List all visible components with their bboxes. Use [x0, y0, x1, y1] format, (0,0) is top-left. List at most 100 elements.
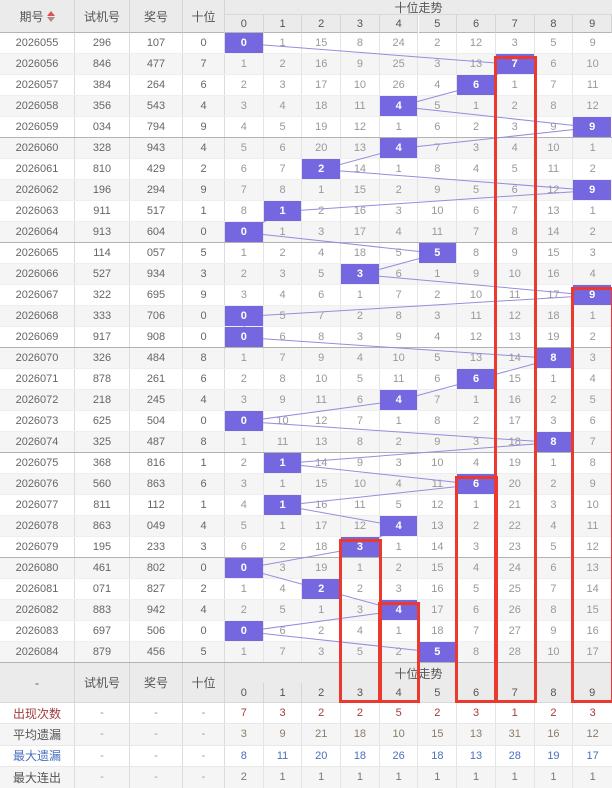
- miss-count-cell: 1: [341, 558, 380, 578]
- miss-count-cell: 6: [419, 117, 458, 137]
- miss-count-cell: 4: [419, 75, 458, 95]
- table-row: 2026072 218 245 4 3 9 11 6 7 1 16 2 5: [0, 390, 612, 411]
- miss-count-cell: 13: [457, 54, 496, 74]
- miss-count-cell: 2: [535, 474, 574, 494]
- prize-cell: 706: [130, 306, 183, 326]
- miss-count-cell: 6: [535, 558, 574, 578]
- miss-count-cell: 16: [586, 625, 599, 637]
- miss-count-cell: 8: [380, 306, 419, 326]
- test-cell: 811: [75, 495, 130, 515]
- digit-header-5: 5: [418, 15, 458, 33]
- table-row: 2026084 879 456 5 1 7 3 5 2 8 28 10 17: [0, 642, 612, 663]
- tens-cell: 1: [183, 453, 225, 473]
- prize-cell: 429: [130, 159, 183, 179]
- miss-count-cell: 2: [380, 180, 419, 200]
- miss-count-cell: 15: [302, 474, 342, 494]
- tens-header-label: 十位: [191, 9, 216, 24]
- stat-value-cell: 26: [380, 745, 419, 766]
- tens-cell: 6: [183, 474, 225, 494]
- stat-value-cell: 31: [496, 724, 535, 745]
- miss-count-cell: 19: [302, 558, 342, 578]
- test-cell: 883: [75, 600, 130, 620]
- test-cell: 917: [75, 327, 130, 347]
- issue-cell: 2026064: [0, 222, 75, 242]
- issue-cell: 2026062: [0, 180, 75, 200]
- miss-count-cell: 1: [380, 159, 419, 179]
- stat-value-cell: 1: [380, 766, 419, 788]
- miss-count-cell: 1: [380, 117, 419, 137]
- miss-count-cell: 2: [264, 243, 303, 263]
- stat-row: 最大连出 - - -2 1 1 1 1 1 1 1 1 1: [0, 766, 612, 788]
- miss-count-cell: 14: [302, 453, 342, 473]
- miss-count-cell: 2: [341, 579, 380, 599]
- miss-count-cell: 1: [341, 285, 380, 305]
- miss-count-cell: 5: [264, 600, 303, 620]
- miss-count-cell: 7: [496, 201, 535, 221]
- miss-count-cell: 2: [589, 331, 596, 343]
- miss-count-cell: 9: [589, 478, 596, 490]
- test-cell: 863: [75, 516, 130, 536]
- miss-count-cell: 19: [302, 117, 342, 137]
- miss-count-cell: 3: [264, 558, 303, 578]
- miss-count-cell: 21: [496, 495, 535, 515]
- miss-count-cell: 7: [380, 285, 419, 305]
- miss-count-cell: 1: [380, 621, 419, 641]
- miss-count-cell: 4: [225, 117, 264, 137]
- digit-header-8: 8: [534, 683, 574, 703]
- miss-count-cell: 8: [341, 33, 380, 53]
- tens-cell: 4: [183, 600, 225, 620]
- table-row: 2026079 195 233 3 6 2 18 1 14 3 23 5 12: [0, 537, 612, 558]
- miss-count-cell: 9: [535, 117, 574, 137]
- miss-count-cell: 6: [264, 327, 303, 347]
- miss-count-cell: 12: [419, 495, 458, 515]
- miss-count-cell: 4: [264, 285, 303, 305]
- miss-count-cell: 5: [380, 243, 419, 263]
- miss-count-cell: 10: [496, 264, 535, 284]
- miss-count-cell: 2: [380, 432, 419, 452]
- prize-cell: 233: [130, 537, 183, 557]
- miss-count-cell: 2: [380, 642, 419, 662]
- tens-cell: 4: [183, 390, 225, 410]
- miss-count-cell: 12: [341, 117, 380, 137]
- miss-count-cell: 5: [535, 33, 574, 53]
- miss-count-cell: 4: [225, 495, 264, 515]
- tens-cell: 3: [183, 264, 225, 284]
- miss-count-cell: 3: [419, 54, 458, 74]
- miss-count-cell: 3: [589, 247, 596, 259]
- stat-value-cell: 7: [225, 703, 264, 724]
- sort-icon[interactable]: [46, 10, 55, 22]
- miss-count-cell: 18: [302, 537, 342, 557]
- miss-count-cell: 4: [457, 453, 496, 473]
- test-cell: 071: [75, 579, 130, 599]
- issue-cell: 2026078: [0, 516, 75, 536]
- miss-count-cell: 3: [264, 264, 303, 284]
- miss-count-cell: 3: [535, 495, 574, 515]
- hit-cell: 3: [341, 264, 379, 284]
- miss-count-cell: 15: [302, 33, 342, 53]
- hit-cell: 0: [225, 306, 263, 326]
- stat-value-cell: 1: [589, 771, 596, 784]
- issue-cell: 2026060: [0, 138, 75, 158]
- miss-count-cell: 4: [419, 327, 458, 347]
- miss-count-cell: 2: [225, 75, 264, 95]
- miss-count-cell: 11: [419, 474, 458, 494]
- miss-count-cell: 10: [457, 285, 496, 305]
- miss-count-cell: 7: [264, 159, 303, 179]
- miss-count-cell: 1: [496, 75, 535, 95]
- miss-count-cell: 22: [496, 516, 535, 536]
- stat-value-cell: 9: [264, 724, 303, 745]
- issue-cell: 2026055: [0, 33, 75, 53]
- miss-count-cell: 12: [302, 411, 342, 431]
- miss-count-cell: 3: [225, 96, 264, 116]
- test-cell: 368: [75, 453, 130, 473]
- miss-count-cell: 6: [341, 390, 380, 410]
- miss-count-cell: 1: [225, 579, 264, 599]
- prize-cell: 107: [130, 33, 183, 53]
- stat-dash-cell: -: [130, 745, 183, 766]
- miss-count-cell: 8: [264, 369, 303, 389]
- digit-header-5: 5: [418, 683, 458, 703]
- miss-count-cell: 3: [225, 285, 264, 305]
- miss-count-cell: 10: [264, 411, 303, 431]
- prize-cell: 477: [130, 54, 183, 74]
- miss-count-cell: 11: [535, 159, 574, 179]
